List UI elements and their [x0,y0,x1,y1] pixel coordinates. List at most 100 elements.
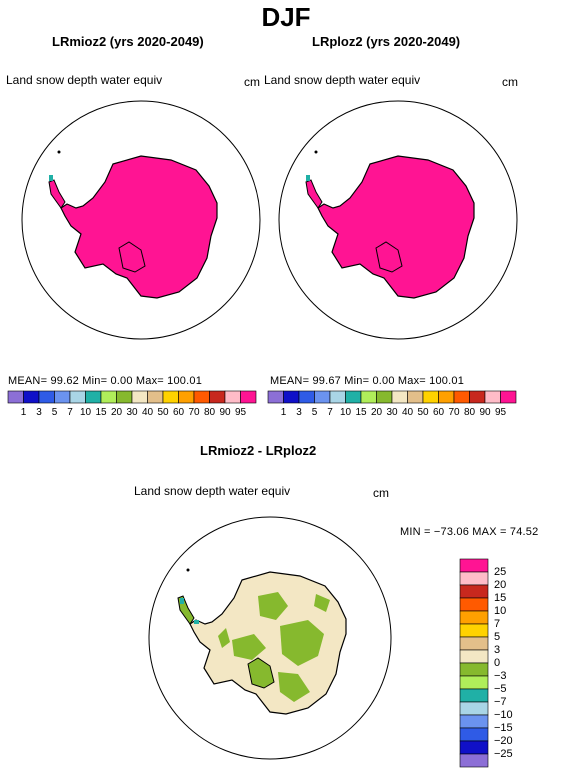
colorbar-tick-label: −25 [494,748,513,760]
colorbar-tick-label: 7 [67,407,73,418]
colorbar-swatch [224,390,241,404]
colorbar-tick-label: 25 [494,566,507,578]
colorbar-swatch [7,390,24,404]
colorbar-tick-label: 5 [494,631,501,643]
colorbar-swatch [459,662,489,677]
colorbar-swatch [459,753,489,768]
colorbar-swatch [453,390,470,404]
colorbar-swatch [459,623,489,638]
colorbar-swatch [459,740,489,755]
colorbar-swatch [298,390,315,404]
colorbar-swatch [459,714,489,729]
colorbar-swatch [54,390,71,404]
colorbar-tick-label: 70 [188,407,200,418]
colorbar-swatch [38,390,55,404]
panel-1-stats: MEAN= 99.62 Min= 0.00 Max= 100.01 [8,375,203,387]
colorbar-swatch [193,390,210,404]
colorbar-tick-label: 90 [479,407,491,418]
colorbar-tick-label: 7 [494,618,501,630]
panel-1-title: LRmioz2 (yrs 2020-2049) [52,34,204,49]
colorbar-tick-label: 10 [79,407,92,418]
diff-title: LRmioz2 - LRploz2 [200,443,317,458]
colorbar-swatch [438,390,455,404]
colorbar-tick-label: 20 [110,407,123,418]
colorbar-2-swatches [267,390,517,404]
colorbar-1-swatches [7,390,257,404]
colorbar-swatch [345,390,362,404]
panel-2-variable: Land snow depth water equiv [264,73,421,87]
diff-variable: Land snow depth water equiv [134,484,291,498]
panel-1-map [21,100,261,340]
colorbar-swatch [484,390,501,404]
colorbar-tick-label: 15 [355,407,367,418]
colorbar-swatch [459,597,489,612]
colorbar-tick-label: 30 [386,407,398,418]
season-title: DJF [261,2,311,32]
colorbar-tick-label: −10 [494,709,513,721]
colorbar-swatch [329,390,346,404]
panel-2-stats: MEAN= 99.67 Min= 0.00 Max= 100.01 [270,375,465,387]
colorbar-tick-label: 40 [401,407,414,418]
antarctica-landmass [305,150,475,299]
colorbar-tick-label: 80 [463,407,476,418]
colorbar-tick-label: 3 [494,644,501,656]
colorbar-tick-label: 5 [51,407,58,418]
colorbar-tick-label: 5 [311,407,318,418]
colorbar-tick-label: 80 [203,407,216,418]
colorbar-swatch [459,584,489,599]
panel-1-variable: Land snow depth water equiv [6,73,163,87]
colorbar-tick-label: 60 [432,407,445,418]
colorbar-swatch [178,390,195,404]
diff-unit: cm [373,486,389,500]
colorbar-1-labels: 1 3 5 7 10 15 20 30 40 50 60 70 80 90 95 [8,407,256,421]
colorbar-tick-label: 90 [219,407,231,418]
colorbar-swatch [116,390,133,404]
colorbar-tick-label: −15 [494,722,513,734]
colorbar-tick-label: 60 [172,407,185,418]
colorbar-tick-label: 95 [234,407,247,418]
colorbar-tick-label: −20 [494,735,513,747]
colorbar-swatch [459,649,489,664]
diff-colorbar-labels: 25 20 15 10 7 5 3 0 −3 −5 −7 −10 −15 −20 −25 [494,559,554,767]
colorbar-tick-label: 20 [494,579,507,591]
colorbar-swatch [147,390,164,404]
diff-stats: MIN = −73.06 MAX = 74.52 [400,526,539,538]
colorbar-swatch [459,558,489,573]
colorbar-tick-label: 10 [494,605,507,617]
colorbar-swatch [23,390,40,404]
colorbar-swatch [267,390,284,404]
colorbar-tick-label: 1 [20,407,27,418]
colorbar-swatch [360,390,377,404]
colorbar-tick-label: 1 [280,407,287,418]
diff-colorbar [459,558,489,768]
colorbar-swatch [459,636,489,651]
colorbar-swatch [469,390,486,404]
diff-map [148,516,392,760]
colorbar-swatch [209,390,226,404]
antarctica-landmass [48,150,218,299]
colorbar-tick-label: 50 [157,407,169,418]
colorbar-swatch [407,390,424,404]
colorbar-swatch [314,390,331,404]
colorbar-tick-label: 10 [339,407,352,418]
colorbar-swatch [459,675,489,690]
colorbar-swatch [85,390,102,404]
colorbar-swatch [240,390,257,404]
panel-1-unit: cm [244,75,260,89]
colorbar-tick-label: 95 [494,407,507,418]
panel-2-unit: cm [502,75,518,89]
colorbar-tick-label: 7 [327,407,333,418]
colorbar-tick-label: 50 [417,407,429,418]
colorbar-tick-label: 70 [448,407,460,418]
colorbar-swatch [459,610,489,625]
panel-2-title: LRploz2 (yrs 2020-2049) [312,34,461,49]
colorbar-1 [7,390,257,404]
colorbar-tick-label: −7 [494,696,507,708]
colorbar-tick-label: 15 [494,592,507,604]
colorbar-2-labels: 1 3 5 7 10 15 20 30 40 50 60 70 80 90 95 [268,407,516,421]
colorbar-swatch [100,390,117,404]
colorbar-tick-label: 20 [370,407,383,418]
colorbar-tick-label: 30 [126,407,138,418]
colorbar-tick-label: 3 [296,407,302,418]
panel-2-map [278,100,518,340]
